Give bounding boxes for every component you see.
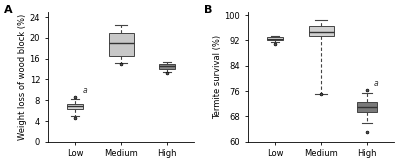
Y-axis label: Termite survival (%): Termite survival (%) (213, 35, 222, 119)
Text: A: A (4, 5, 12, 15)
PathPatch shape (67, 104, 83, 109)
Text: a: a (374, 79, 378, 88)
PathPatch shape (108, 33, 134, 56)
Text: B: B (204, 5, 212, 15)
PathPatch shape (357, 102, 377, 112)
Text: a: a (82, 86, 87, 95)
PathPatch shape (308, 26, 334, 36)
Y-axis label: Weight loss of wood block (%): Weight loss of wood block (%) (18, 14, 27, 140)
PathPatch shape (159, 64, 175, 69)
PathPatch shape (267, 37, 283, 40)
